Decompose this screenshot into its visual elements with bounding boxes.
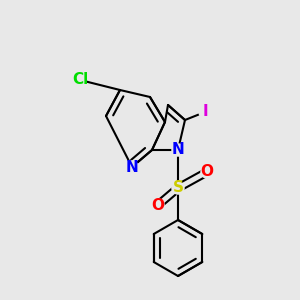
Text: O: O xyxy=(152,197,164,212)
Circle shape xyxy=(74,74,86,86)
Text: N: N xyxy=(126,160,138,175)
Circle shape xyxy=(199,106,211,118)
Circle shape xyxy=(172,144,184,156)
Text: O: O xyxy=(200,164,214,179)
Text: N: N xyxy=(172,142,184,158)
Circle shape xyxy=(152,199,164,211)
Text: I: I xyxy=(202,104,208,119)
Text: S: S xyxy=(172,181,184,196)
Circle shape xyxy=(126,161,138,173)
Circle shape xyxy=(172,182,184,194)
Text: Cl: Cl xyxy=(72,73,88,88)
Circle shape xyxy=(201,166,213,178)
